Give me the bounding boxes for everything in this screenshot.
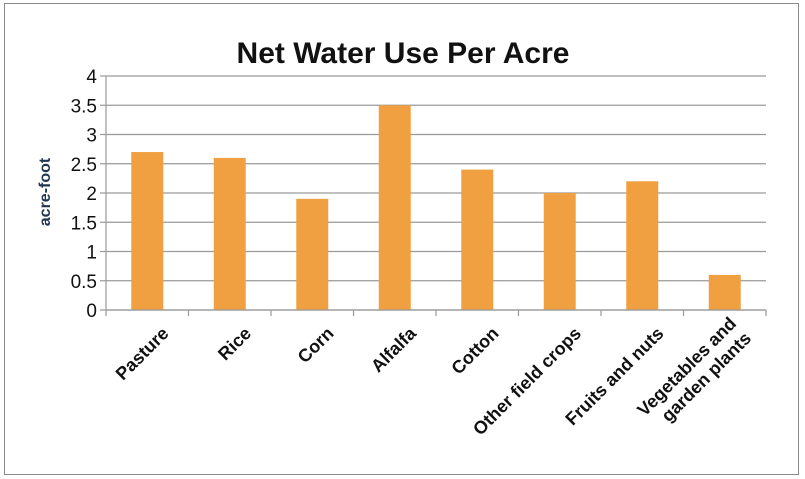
y-tick-labels: 0 0.5 1 1.5 2 2.5 3 3.5 4 bbox=[71, 67, 98, 322]
gridlines bbox=[100, 75, 766, 311]
x-tick-label: Alfalfa bbox=[367, 322, 421, 376]
x-tick-label: Cotton bbox=[447, 323, 502, 378]
y-tick-label: 2 bbox=[86, 184, 97, 205]
y-axis-label: acre-foot bbox=[37, 157, 54, 226]
y-tick-label: 1 bbox=[86, 243, 97, 264]
y-tick-label: 4 bbox=[86, 67, 97, 88]
x-tick-label-line: Alfalfa bbox=[367, 322, 421, 376]
bar-alfalfa bbox=[378, 105, 411, 310]
x-tick-label-line: Rice bbox=[214, 323, 255, 364]
y-tick-label: 3.5 bbox=[71, 96, 97, 117]
y-tick-label: 1.5 bbox=[71, 213, 97, 234]
x-tick-label-line: Cotton bbox=[447, 323, 502, 378]
bar-rice bbox=[213, 157, 246, 310]
x-tick-label-line: Pasture bbox=[112, 323, 173, 384]
bar-vegetables-and-garden-plants bbox=[708, 274, 741, 310]
bar-fruits-and-nuts bbox=[626, 181, 659, 310]
bar-other-field-crops bbox=[543, 193, 576, 310]
y-tick-label: 0 bbox=[86, 301, 97, 322]
x-tick-label: Rice bbox=[214, 323, 255, 364]
x-tick-label-line: Corn bbox=[294, 323, 338, 367]
y-tick-label: 0.5 bbox=[71, 272, 97, 293]
x-tick-label: Pasture bbox=[112, 323, 173, 384]
chart-title: Net Water Use Per Acre bbox=[237, 37, 570, 70]
axes bbox=[105, 76, 767, 316]
bar-pasture bbox=[131, 152, 164, 310]
y-tick-label: 2.5 bbox=[71, 155, 97, 176]
y-tick-label: 3 bbox=[86, 126, 97, 147]
x-tick-label: Corn bbox=[294, 323, 338, 367]
bars bbox=[131, 105, 741, 310]
bar-corn bbox=[296, 198, 329, 310]
bar-cotton bbox=[461, 169, 494, 310]
